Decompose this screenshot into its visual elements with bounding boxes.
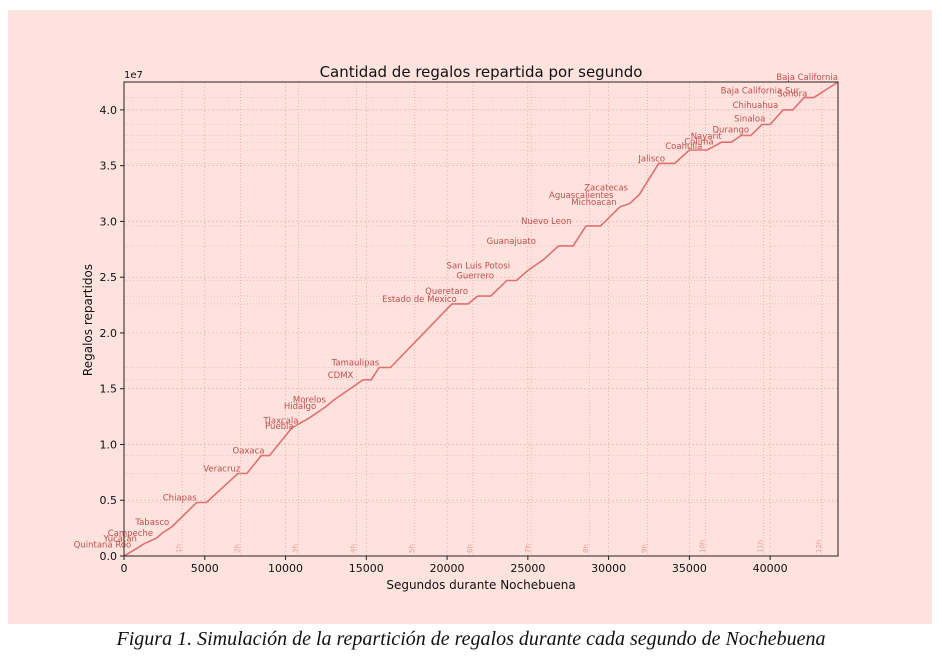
state-label: Colima [684,138,713,148]
state-label: Quintana Roo [74,540,132,550]
state-label: Guerrero [456,272,494,282]
state-label: Aguascalientes [549,191,614,201]
y-offset-label: 1e7 [124,70,143,81]
hour-label: 7h [524,544,532,553]
hour-marks: 1h 2h 3h 4h 5h 6h 7h 8h 9h 10h 11h 12h [175,82,823,556]
state-label: Nuevo Leon [521,217,571,227]
state-label: Zacatecas [584,183,628,193]
state-label: Puebla [265,422,294,432]
figure-caption: Figura 1. Simulación de la repartición d… [116,628,826,650]
plot-area [124,82,838,556]
state-label: Morelos [293,395,327,405]
y-axis-label: Regalos repartidos [81,264,95,376]
hour-label: 6h [466,544,474,553]
x-axis-ticks: 0 5000 10000 15000 20000 25000 30000 35000 40000 [121,556,788,575]
x-tick-label: 20000 [430,562,465,575]
y-tick-label: 3.5 [100,160,118,173]
state-label: Campeche [108,529,153,539]
hour-label: 8h [582,544,590,553]
plot-frame [123,81,839,557]
hour-label: 5h [408,544,416,553]
chart: 1h 2h 3h 4h 5h 6h 7h 8h 9h 10h 11h 12h Quintana Roo… [74,63,839,592]
state-label: Yucatan [103,535,137,545]
x-tick-label: 5000 [191,562,219,575]
state-label: San Luis Potosi [447,261,511,271]
state-label: Nayarit [691,132,723,142]
state-label: Veracruz [203,464,241,474]
y-tick-label: 2.5 [100,271,118,284]
state-label: Tamaulipas [331,359,380,369]
y-tick-label: 1.0 [100,438,118,451]
y-axis-ticks: 0.0 0.5 1.0 1.5 2.0 2.5 3.0 3.5 4.0 [100,104,124,563]
x-tick-label: 10000 [268,562,303,575]
x-tick-label: 25000 [510,562,545,575]
state-label: Michoacan [571,198,616,208]
state-label: Hidalgo [284,402,316,412]
hour-label: 12h [815,540,823,553]
state-label: Sinaloa [734,114,765,124]
state-label: Durango [713,125,750,135]
series-line [123,81,839,557]
y-tick-label: 2.0 [100,327,118,340]
hour-label: 11h [757,540,765,553]
state-label: Coahuila [665,142,702,152]
x-axis-label: Segundos durante Nochebuena [386,578,575,592]
hour-label: 2h [233,544,241,553]
state-label: Baja California [776,73,838,83]
x-tick-label: 35000 [672,562,707,575]
y-tick-label: 4.0 [100,104,118,117]
hour-label: 10h [699,540,707,553]
x-tick-label: 40000 [753,562,788,575]
x-tick-label: 0 [121,562,128,575]
hour-label: 4h [350,544,358,553]
state-label: Baja California Sur [721,86,800,96]
hour-label: 9h [640,544,648,553]
y-tick-label: 0.5 [100,494,118,507]
state-label: Queretaro [425,287,468,297]
figure-panel: 1h 2h 3h 4h 5h 6h 7h 8h 9h 10h 11h 12h Quintana Roo… [8,10,932,624]
y-tick-label: 0.0 [100,550,118,563]
state-label: Estado de Mexico [382,295,457,305]
state-label: CDMX [328,371,354,381]
state-label: Chihuahua [733,101,779,111]
state-label: Guanajuato [487,237,536,247]
state-label: Jalisco [637,154,665,164]
state-label: Chiapas [163,493,197,503]
state-label: Tabasco [134,518,169,528]
chart-title: Cantidad de regalos repartida por segund… [320,63,643,81]
x-tick-label: 15000 [349,562,384,575]
state-label: Sonora [777,90,807,100]
state-label: Tlaxcala [262,417,298,427]
y-tick-label: 3.0 [100,215,118,228]
state-label: Oaxaca [233,447,265,457]
y-tick-label: 1.5 [100,383,118,396]
hour-label: 3h [291,544,299,553]
x-tick-label: 30000 [591,562,626,575]
hour-label: 1h [175,544,183,553]
